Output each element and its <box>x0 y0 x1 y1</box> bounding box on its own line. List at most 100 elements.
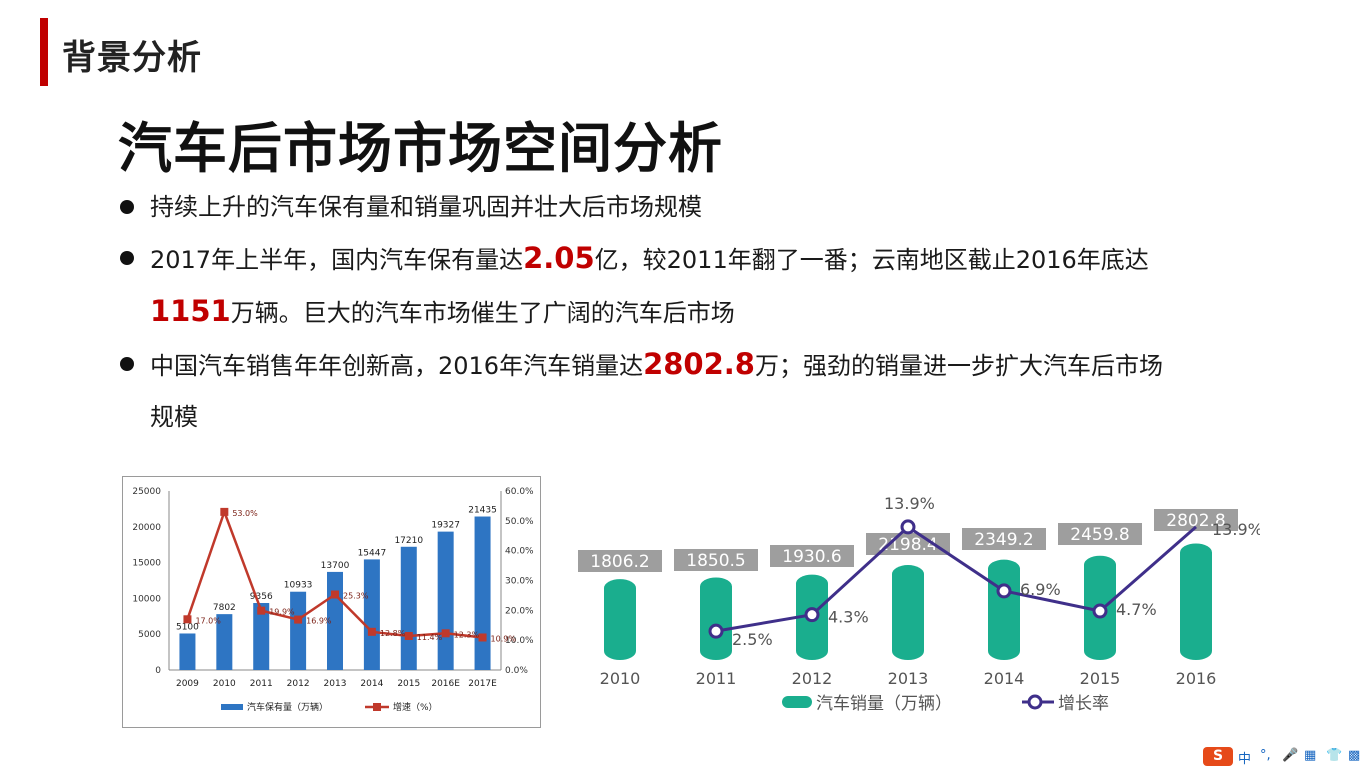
ownership-chart: 0 5000 10000 15000 20000 25000 0.0% 10.0% 20.0% 3… <box>122 476 541 728</box>
x-tick-label: 2011 <box>696 669 737 688</box>
bar-data-label: 7802 <box>213 603 236 613</box>
microphone-icon[interactable]: 🎤 <box>1282 748 1299 763</box>
x-tick-label: 2009 <box>176 679 199 689</box>
bar-data-label: 15447 <box>358 548 387 558</box>
sales-bar <box>892 565 924 660</box>
x-tick-label: 2014 <box>360 679 383 689</box>
growth-point <box>294 615 303 624</box>
growth-point <box>331 590 339 599</box>
growth-data-label: 10.9% <box>491 634 517 643</box>
ime-punct[interactable]: °, <box>1260 748 1271 763</box>
x-tick-label: 2010 <box>213 679 236 689</box>
sales-label-box <box>578 550 662 572</box>
bar-data-label: 10933 <box>284 581 313 591</box>
bullet-dot-icon <box>120 200 134 214</box>
bar <box>400 546 417 670</box>
sales-label-box <box>866 533 950 555</box>
sales-chart: 1806.220101850.520111930.620122198.42013… <box>578 494 1260 714</box>
sales-data-label: 1850.5 <box>686 551 745 571</box>
toolbox-icon[interactable]: ▩ <box>1348 748 1361 763</box>
growth-point <box>708 623 724 639</box>
x-tick-label: 2012 <box>287 679 310 689</box>
x-tick-label: 2016E <box>431 679 460 689</box>
bar <box>474 516 491 670</box>
bullet-item: 中国汽车销售年年创新高，2016年汽车销量达2802.8万；强劲的销量进一步扩大… <box>118 339 1268 443</box>
bullet-list: 持续上升的汽车保有量和销量巩固并壮大后市场规模 2017年上半年，国内汽车保有量达… <box>118 182 1268 443</box>
sales-bar <box>1180 543 1212 660</box>
x-tick-label: 2015 <box>397 679 420 689</box>
bullet-dot-icon <box>120 357 134 371</box>
x-tick-label: 2014 <box>984 669 1025 688</box>
bullet-text: 万；强劲的销量进一步扩大汽车后市场 <box>755 352 1163 380</box>
bullet-text: 2017年上半年，国内汽车保有量达 <box>150 246 524 274</box>
skin-icon[interactable]: 👕 <box>1326 748 1343 763</box>
y-right-tick-label: 50.0% <box>505 517 534 527</box>
legend-line-marker <box>373 703 381 711</box>
ime-logo[interactable]: S <box>1203 747 1233 766</box>
x-tick-label: 2013 <box>888 669 929 688</box>
sales-data-label: 2349.2 <box>974 530 1033 550</box>
sales-data-label: 2459.8 <box>1070 525 1129 545</box>
keyboard-icon[interactable]: ▦ <box>1304 748 1317 763</box>
main-title: 汽车后市场市场空间分析 <box>118 117 723 180</box>
y-right-tick-label: 0.0% <box>505 666 528 676</box>
bullet-dot-icon <box>120 251 134 265</box>
highlight-number: 1151 <box>150 294 231 328</box>
bar-data-label: 13700 <box>321 561 350 571</box>
growth-data-label: 6.9% <box>1020 580 1061 599</box>
sales-data-label: 1806.2 <box>590 552 649 572</box>
sales-label-box <box>674 549 758 571</box>
ime-lang[interactable]: 中 <box>1238 752 1252 767</box>
bar <box>290 591 307 670</box>
sales-label-box <box>962 528 1046 550</box>
bar-data-label: 21435 <box>468 506 497 516</box>
bullet-item: 2017年上半年，国内汽车保有量达2.05亿，较2011年翻了一番；云南地区截止… <box>118 233 1268 339</box>
growth-data-label: 19.9% <box>269 608 295 617</box>
bar-data-label: 5100 <box>176 622 199 632</box>
bar <box>216 614 233 670</box>
sales-bar <box>604 579 636 660</box>
sales-label-box <box>1058 523 1142 545</box>
growth-point <box>900 519 916 535</box>
growth-point <box>404 631 413 640</box>
growth-point <box>441 629 450 638</box>
growth-line <box>715 525 1197 633</box>
sales-bar <box>988 559 1020 660</box>
sales-label-box <box>1154 509 1238 531</box>
bar <box>363 559 380 670</box>
bar <box>253 603 270 670</box>
sales-data-label: 1930.6 <box>782 547 841 567</box>
y-left-tick-label: 5000 <box>138 630 161 640</box>
section-title: 背景分析 <box>62 38 202 78</box>
x-tick-label: 2010 <box>600 669 641 688</box>
growth-data-label: 4.3% <box>828 608 869 627</box>
bar-data-label: 17210 <box>394 536 423 546</box>
x-tick-label: 2016 <box>1176 669 1217 688</box>
growth-data-label: 13.9% <box>884 494 935 513</box>
growth-point <box>257 606 266 615</box>
growth-data-label: 53.0% <box>232 509 258 518</box>
bar <box>179 633 196 670</box>
y-left-tick-label: 25000 <box>132 487 161 497</box>
bullet-text: 规模 <box>150 403 198 431</box>
legend-bar-swatch <box>782 696 812 708</box>
bar <box>437 531 454 670</box>
highlight-number: 2.05 <box>523 241 595 275</box>
ime-toolbar[interactable]: S 中 °, 🎤 ▦ 👕 ▩ <box>1200 746 1366 767</box>
growth-data-label: 12.3% <box>454 630 480 639</box>
growth-data-label: 12.8% <box>380 629 406 638</box>
growth-data-label: 4.7% <box>1116 600 1157 619</box>
growth-point <box>478 633 487 642</box>
growth-point <box>367 627 376 636</box>
section-accent-bar <box>40 18 48 86</box>
growth-data-label: 11.4% <box>417 633 443 642</box>
legend-line-label: 增长率 <box>1058 694 1109 714</box>
legend-bar-swatch <box>221 704 243 710</box>
x-tick-label: 2011 <box>250 679 273 689</box>
growth-point <box>804 607 820 623</box>
growth-point <box>220 507 229 516</box>
highlight-number: 2802.8 <box>643 347 755 381</box>
y-left-tick-label: 15000 <box>132 559 161 569</box>
growth-data-label: 16.9% <box>306 617 332 626</box>
y-right-tick-label: 40.0% <box>505 547 534 557</box>
